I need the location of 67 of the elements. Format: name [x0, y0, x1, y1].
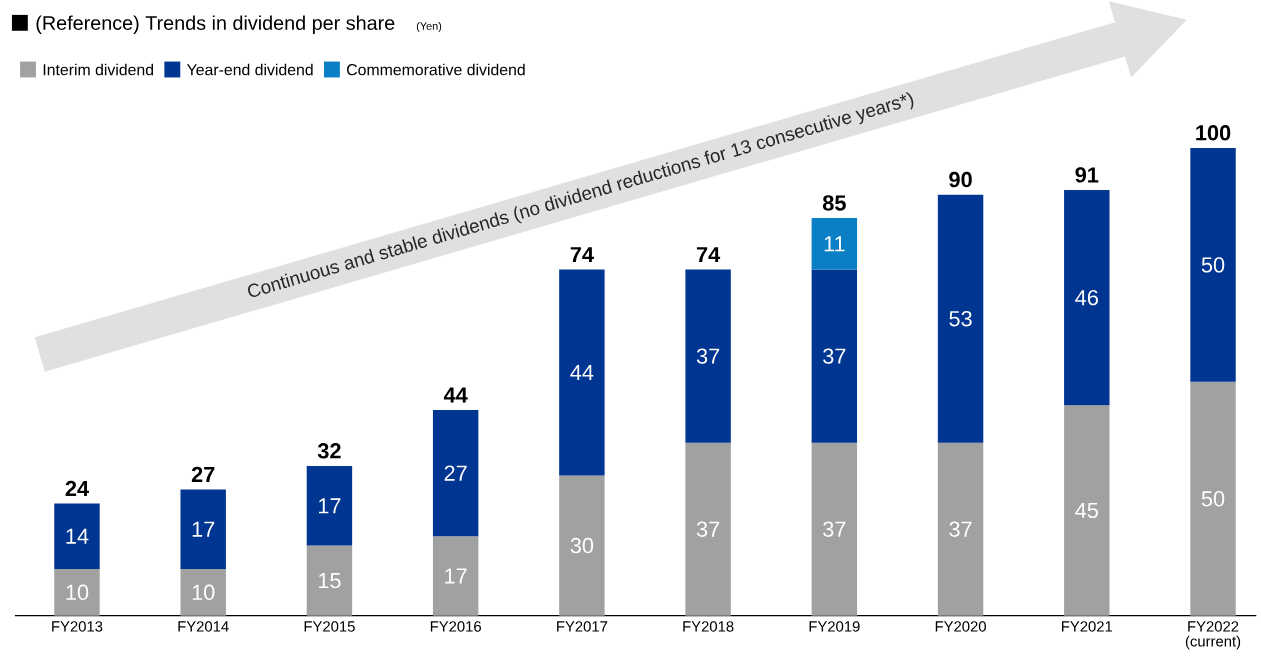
x-tick-label: FY2017 — [557, 620, 608, 632]
data-label: 17 — [192, 521, 215, 537]
bar — [180, 568, 226, 616]
data-label: 37 — [696, 348, 720, 364]
bar — [937, 442, 984, 616]
bar — [937, 194, 984, 443]
data-label: 27 — [444, 465, 467, 481]
data-label: 44 — [570, 364, 594, 380]
bar — [1190, 147, 1236, 382]
legend-label: Year-end dividend — [186, 63, 313, 76]
bar — [432, 409, 479, 536]
data-label: 37 — [696, 521, 720, 537]
data-label: 53 — [949, 310, 972, 327]
data-label: 45 — [1075, 502, 1098, 518]
total-label: 44 — [443, 387, 468, 403]
total-label: 74 — [696, 246, 721, 262]
total-label: 90 — [949, 171, 972, 188]
x-tick-label: FY2016 — [430, 620, 481, 632]
bar — [306, 465, 353, 546]
total-label: 24 — [65, 480, 89, 496]
x-tick-label: FY2013 — [52, 620, 103, 632]
bar — [559, 269, 605, 476]
bar — [685, 269, 731, 443]
data-label: 30 — [570, 537, 594, 554]
x-tick-label: FY2015 — [304, 620, 355, 632]
data-label: 11 — [824, 236, 845, 252]
bar — [306, 545, 353, 616]
bar — [1064, 189, 1110, 406]
data-label: 17 — [318, 498, 341, 514]
x-tick-label: FY2021 — [1062, 620, 1113, 632]
bar — [1064, 405, 1110, 616]
chart-title: (Reference) Trends in dividend per share — [36, 15, 395, 34]
data-label: 50 — [1201, 490, 1225, 507]
legend-label: Commemorative dividend — [347, 63, 525, 76]
bar — [54, 503, 100, 569]
chart-subtitle: (Yen) — [416, 21, 442, 32]
total-label: 32 — [317, 442, 341, 459]
total-label: 27 — [191, 466, 215, 482]
data-label: 14 — [66, 528, 89, 544]
data-label: 17 — [445, 568, 467, 584]
data-label: 10 — [192, 584, 215, 600]
data-label: 15 — [318, 572, 341, 589]
bar — [432, 536, 479, 616]
data-label: 10 — [66, 584, 89, 600]
x-tick-label: FY2019 — [809, 620, 860, 632]
data-label: 46 — [1075, 289, 1098, 306]
total-label: 85 — [822, 195, 846, 211]
data-label: 50 — [1201, 256, 1225, 273]
data-label: 37 — [823, 348, 846, 364]
bar — [1190, 381, 1236, 616]
x-tick-label: FY2020 — [935, 620, 986, 632]
bar — [811, 217, 858, 270]
bar — [180, 489, 226, 569]
total-label: 100 — [1196, 124, 1231, 141]
data-label: 37 — [949, 521, 972, 537]
total-label: 91 — [1075, 166, 1099, 183]
bar — [54, 568, 100, 616]
legend-label: Interim dividend — [43, 63, 154, 76]
bar — [811, 269, 858, 443]
bar — [811, 442, 858, 616]
data-label: 37 — [823, 521, 846, 537]
x-tick-label: FY2018 — [683, 620, 734, 632]
bar — [685, 442, 731, 616]
total-label: 74 — [570, 246, 594, 262]
x-tick-label: FY2014 — [178, 620, 229, 632]
bar — [559, 475, 605, 616]
x-tick-label: FY2022 (current) — [1185, 620, 1241, 650]
